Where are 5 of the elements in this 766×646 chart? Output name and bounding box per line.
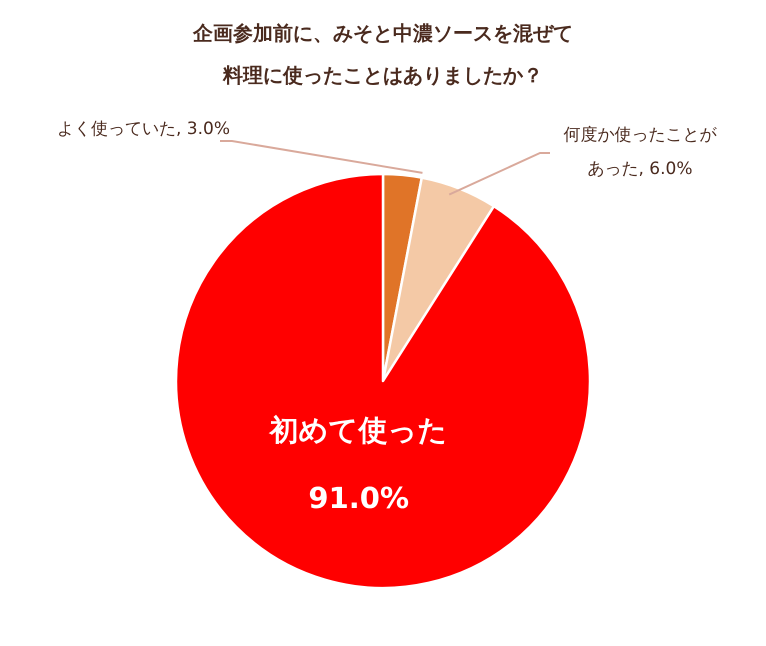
chart-title: 企画参加前に、みそと中濃ソースを混ぜて料理に使ったことはありましたか？ [192,20,574,89]
data-label: 91.0% [307,480,410,518]
slice-label: 何度か使ったことがあった, 6.0% [562,124,718,181]
slice-label: 初めて使った [268,412,449,450]
slice-label: よく使っていた, 3.0% [56,118,230,141]
